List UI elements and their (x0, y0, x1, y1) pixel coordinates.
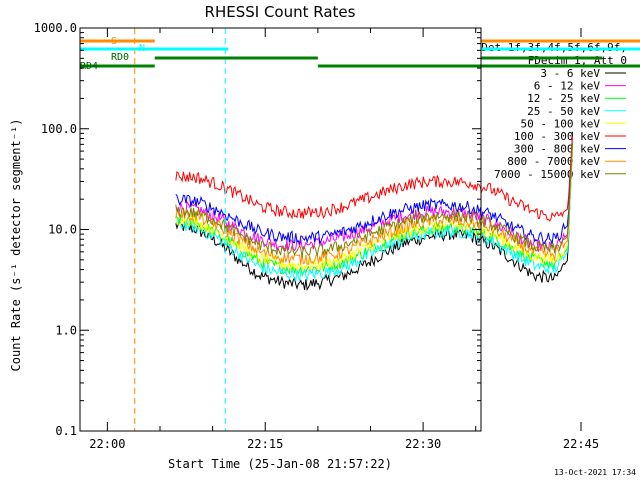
state-bar-label-s: S (111, 36, 117, 47)
y-tick-label-4: 1000.0 (34, 21, 77, 35)
legend-label-0: 3 - 6 keV (540, 67, 600, 80)
series-line-5 (175, 136, 573, 222)
legend-label-1: 6 - 12 keV (534, 80, 601, 93)
state-bar-label-rd4: RD4 (80, 61, 98, 72)
footer-timestamp: 13-Oct-2021 17:34 (554, 468, 636, 477)
legend-label-8: 7000 - 15000 keV (494, 168, 600, 181)
y-tick-label-1: 1.0 (55, 323, 77, 337)
x-tick-label-0: 22:00 (89, 437, 125, 451)
legend: Det 1f,3f,4f,5f,6f,9f, FDecim 1, Att 0 3… (481, 41, 627, 181)
series-line-0 (175, 131, 573, 291)
legend-label-5: 100 - 300 keV (514, 130, 600, 143)
y-axis-label: Count Rate (s⁻¹ detector segment⁻¹) (9, 119, 23, 372)
legend-label-7: 800 - 7000 keV (507, 155, 600, 168)
plot-frame (79, 27, 482, 432)
x-tick-label-2: 22:30 (405, 437, 441, 451)
plot-area: S N RD0 RD4 0.1 1.0 10.0 100.0 1000.0 22:00 22:15 2… (34, 21, 640, 451)
legend-label-6: 300 - 800 keV (514, 143, 600, 156)
y-tick-label-2: 10.0 (48, 223, 77, 237)
x-axis-label: Start Time (25-Jan-08 21:57:22) (168, 457, 392, 471)
series-line-1 (175, 143, 573, 254)
y-tick-label-3: 100.0 (41, 122, 77, 136)
series-line-3 (175, 152, 573, 283)
y-tick-label-0: 0.1 (55, 424, 77, 438)
legend-label-2: 12 - 25 keV (527, 92, 600, 105)
chart-title: RHESSI Count Rates (205, 3, 356, 21)
legend-label-3: 25 - 50 keV (527, 105, 600, 118)
series-line-6 (175, 142, 573, 246)
x-tick-label-1: 22:15 (247, 437, 283, 451)
series-line-8 (175, 141, 573, 258)
state-bar-label-n: N (139, 43, 145, 54)
series-line-7 (175, 144, 573, 266)
legend-label-4: 50 - 100 keV (521, 117, 601, 130)
x-tick-label-3: 22:45 (563, 437, 599, 451)
state-bar-label-rd0: RD0 (111, 52, 129, 63)
